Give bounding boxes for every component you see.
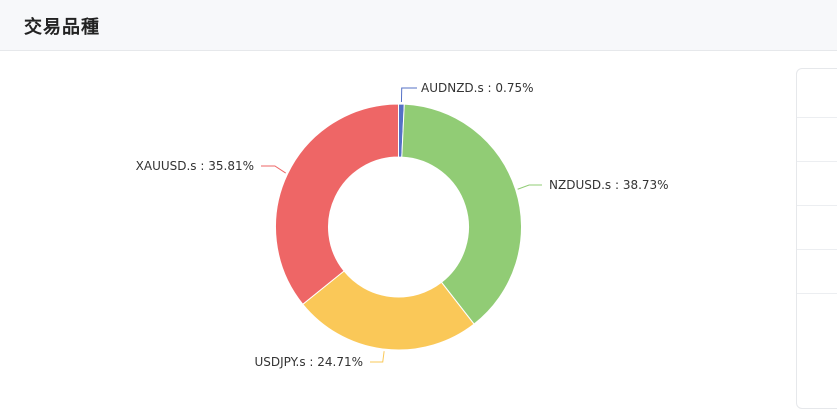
side-panel-row [797,250,837,294]
leader-line-xauusd-s [261,165,286,174]
side-panel [796,68,837,409]
side-panel-row [797,206,837,250]
leader-line-usdjpy-s [370,351,385,363]
slice-xauusd-s[interactable] [275,103,399,305]
slice-nzdusd-s[interactable] [401,103,522,325]
label-audnzd: AUDNZD.s : 0.75% [421,81,534,95]
page-header: 交易品種 [0,0,837,51]
side-panel-row [797,162,837,206]
side-panel-row [797,69,837,118]
donut-chart: AUDNZD.s : 0.75% NZDUSD.s : 38.73% USDJP… [0,51,790,409]
label-nzdusd: NZDUSD.s : 38.73% [549,178,669,192]
leader-line-nzdusd-s [517,184,542,190]
label-xauusd: XAUUSD.s : 35.81% [136,159,254,173]
chart-svg: AUDNZD.s : 0.75% NZDUSD.s : 38.73% USDJP… [136,81,669,369]
chart-slices [275,103,522,351]
chart-labels: AUDNZD.s : 0.75% NZDUSD.s : 38.73% USDJP… [136,81,669,369]
side-panel-row [797,118,837,162]
slice-usdjpy-s[interactable] [302,270,475,351]
page-title: 交易品種 [24,17,100,38]
leader-line-audnzd-s [400,87,417,103]
label-usdjpy: USDJPY.s : 24.71% [254,355,363,369]
